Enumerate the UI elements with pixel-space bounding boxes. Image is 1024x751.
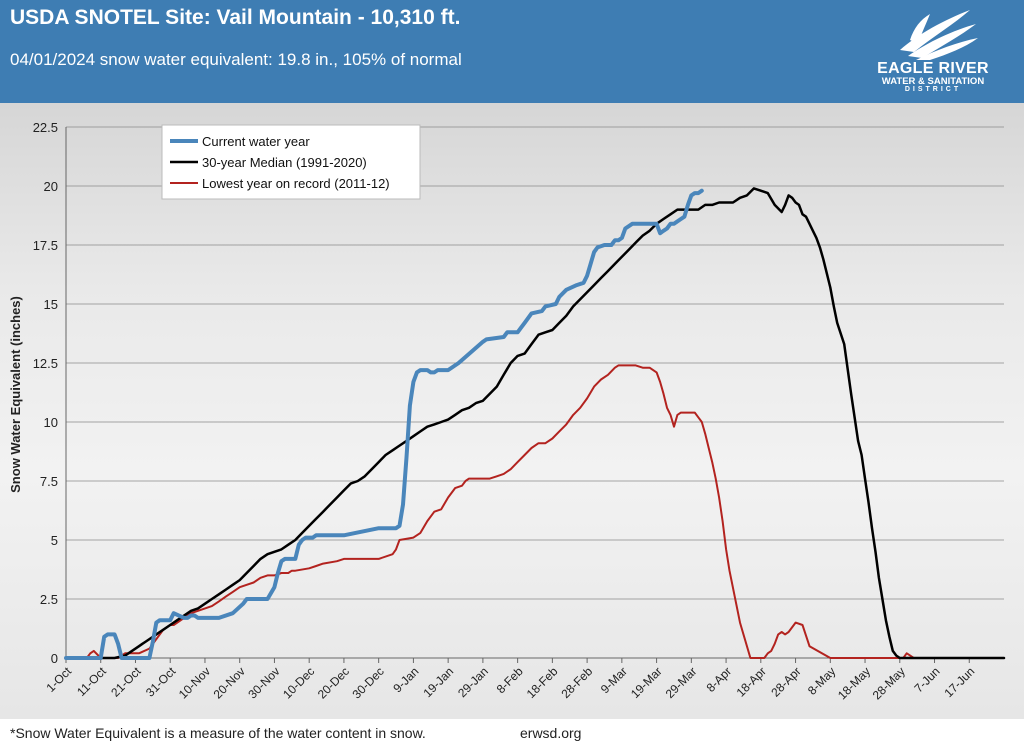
x-tick-label: 20-Nov: [211, 664, 248, 701]
swe-line-chart: 0 2.5 5 7.5 10 12.5 15 17.5 20 22.5 1-Oct 11-Oct 21-…: [8, 120, 1006, 702]
y-tick-label: 15: [44, 297, 58, 312]
x-tick-label: 21-Oct: [108, 664, 144, 700]
x-tick-label: 8-Apr: [704, 664, 735, 695]
y-tick-label: 2.5: [40, 592, 58, 607]
x-tick-label: 10-Dec: [280, 664, 317, 701]
x-tick-label: 28-May: [870, 664, 908, 702]
y-tick-label: 12.5: [33, 356, 58, 371]
y-tick-label: 17.5: [33, 238, 58, 253]
x-tick-label: 18-Feb: [524, 664, 561, 701]
x-tick-label: 30-Dec: [350, 664, 387, 701]
district-logo: EAGLE RIVER WATER & SANITATION DISTRICT: [858, 6, 1008, 98]
logo-subtitle: WATER & SANITATION: [881, 76, 985, 87]
y-axis-label: Snow Water Equivalent (inches): [8, 296, 23, 493]
x-tick-label: 11-Oct: [74, 664, 109, 699]
page-subtitle: 04/01/2024 snow water equivalent: 19.8 i…: [10, 50, 462, 69]
x-tick-label: 28-Apr: [768, 664, 803, 699]
page-title: USDA SNOTEL Site: Vail Mountain - 10,310…: [10, 6, 461, 29]
y-tick-label: 7.5: [40, 474, 58, 489]
x-tick-label: 29-Mar: [663, 664, 700, 701]
x-tick-label: 29-Jan: [455, 664, 491, 700]
x-tick-label: 30-Nov: [245, 664, 282, 701]
x-tick-label: 28-Feb: [558, 664, 595, 701]
legend-label: Current water year: [202, 134, 310, 149]
legend-label: Lowest year on record (2011-12): [202, 176, 390, 191]
logo-district: DISTRICT: [904, 86, 962, 93]
series-line-0: [64, 188, 704, 660]
x-tick-label: 17-Jun: [942, 664, 978, 700]
header-banner: USDA SNOTEL Site: Vail Mountain - 10,310…: [0, 0, 1024, 103]
x-tick-label: 18-May: [835, 664, 873, 702]
y-tick-label: 5: [51, 533, 58, 548]
wave-wings-icon: [900, 10, 978, 60]
y-tick-label: 20: [44, 179, 58, 194]
series-line-1: [64, 187, 1006, 660]
x-tick-label: 8-Feb: [494, 664, 526, 696]
x-tick-label: 10-Nov: [176, 664, 213, 701]
x-tick-label: 1-Oct: [43, 664, 74, 695]
series-line-2: [65, 364, 964, 659]
legend-box: [161, 124, 421, 200]
x-tick-label: 18-Apr: [734, 664, 769, 699]
footer-url[interactable]: erwsd.org: [520, 725, 582, 741]
y-tick-label: 0: [51, 651, 58, 666]
y-tick-label: 22.5: [33, 120, 58, 135]
x-tick-label: 20-Dec: [315, 664, 352, 701]
x-tick-label: 19-Jan: [420, 664, 456, 700]
y-tick-label: 10: [44, 415, 58, 430]
x-tick-label: 9-Jan: [390, 664, 421, 695]
x-tick-label: 31-Oct: [143, 664, 179, 700]
logo-name: EAGLE RIVER: [877, 60, 989, 77]
x-tick-label: 7-Jun: [912, 664, 943, 695]
x-tick-label: 8-May: [805, 664, 838, 697]
footer-note: *Snow Water Equivalent is a measure of t…: [10, 725, 426, 741]
x-tick-label: 9-Mar: [598, 664, 630, 696]
legend-label: 30-year Median (1991-2020): [202, 155, 367, 170]
x-tick-label: 19-Mar: [628, 664, 665, 701]
